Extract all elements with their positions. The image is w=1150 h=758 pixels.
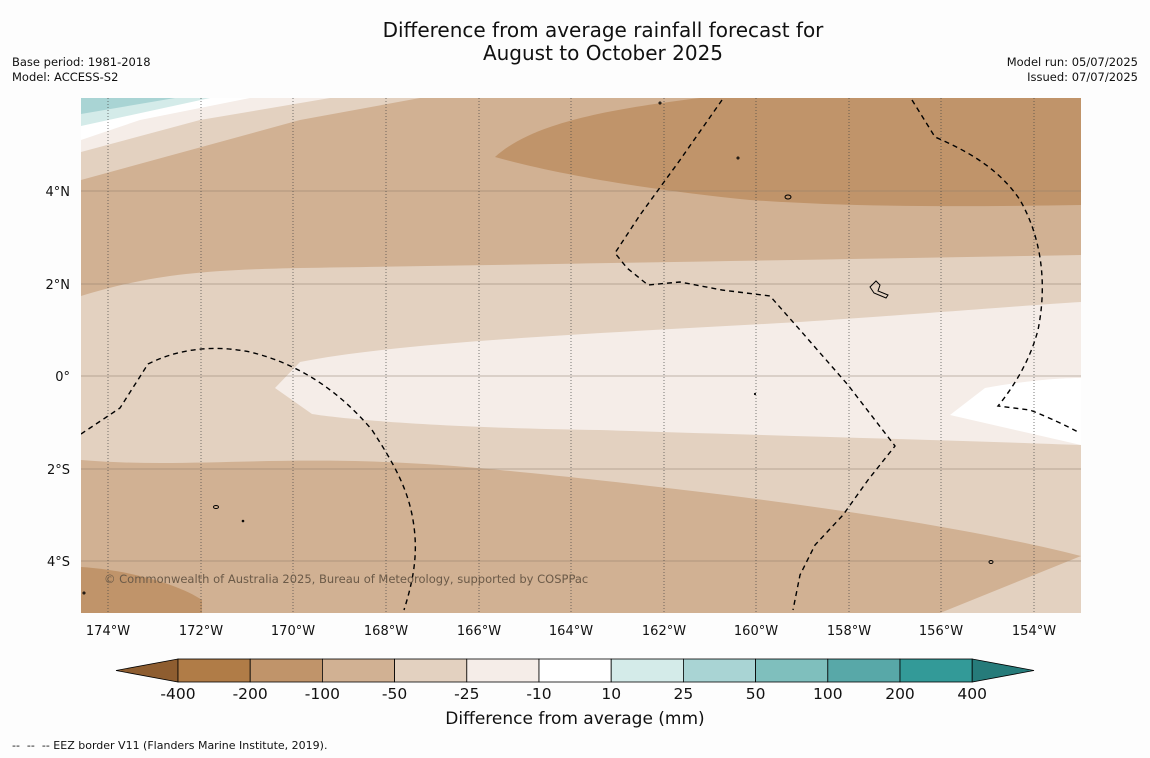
colorbar-segment: [755, 658, 829, 683]
colorbar-tick-label: 10: [601, 685, 621, 703]
colorbar-tick-label: -200: [233, 685, 268, 703]
region-25-50-se: [940, 556, 1081, 613]
colorbar-tick-label: -400: [160, 685, 195, 703]
copyright-text: © Commonwealth of Australia 2025, Bureau…: [104, 572, 589, 586]
colorbar-title: Difference from average (mm): [445, 709, 705, 729]
eez-border-central: [614, 99, 896, 611]
region-10-25-central: [275, 302, 1081, 445]
colorbar-segment: [899, 658, 973, 683]
colorbar-segment: [466, 658, 540, 683]
lon-label: 168°W: [364, 624, 408, 639]
latitude-lines: [81, 190, 1081, 562]
colorbar-segment: [177, 658, 251, 683]
colorbar-segment: [538, 658, 612, 683]
colorbar-segment: [827, 658, 901, 683]
lon-label: 166°W: [457, 624, 501, 639]
island: [658, 101, 662, 105]
map-title-line1: Difference from average rainfall forecas…: [382, 18, 824, 42]
island: [988, 560, 994, 564]
model-text: Model: ACCESS-S2: [12, 70, 119, 84]
lon-label: 162°W: [642, 624, 686, 639]
colorbar-tick-labels: -400 -200 -100 -50 -25 -10 10 25 50 100 200 400: [160, 685, 987, 703]
colorbar-segment: [394, 658, 468, 683]
lon-axis-labels: 174°W 172°W 170°W 168°W 166°W 164°W 162°…: [86, 624, 1056, 639]
island: [241, 519, 245, 523]
lon-label: 164°W: [549, 624, 593, 639]
colorbar-segment: [321, 658, 395, 683]
lon-label: 174°W: [86, 624, 130, 639]
island: [82, 591, 86, 595]
eez-legend-note: -- -- -- EEZ border V11 (Flanders Marine…: [12, 739, 328, 752]
colorbar-segment: [610, 658, 684, 683]
lon-label: 160°W: [734, 624, 778, 639]
map-title: Difference from average rainfall forecas…: [0, 19, 1150, 65]
colorbar: -400 -200 -100 -50 -25 -10 10 25 50 100 200 400: [115, 658, 1035, 703]
colorbar-segment: [683, 658, 757, 683]
eez-border-west: [81, 347, 417, 611]
island: [784, 194, 792, 200]
lon-label: 172°W: [179, 624, 223, 639]
meta-right: Model run: 05/07/2025 Issued: 07/07/2025: [1007, 55, 1138, 85]
island: [869, 280, 889, 299]
colorbar-tick-label: 400: [957, 685, 987, 703]
region-100-200-south: [81, 567, 202, 613]
lon-label: 156°W: [919, 624, 963, 639]
colorbar-segment: [971, 658, 1035, 683]
colorbar-tick-label: 25: [674, 685, 694, 703]
lat-label: 4°S: [47, 555, 70, 570]
colorbar-tick-label: -25: [454, 685, 479, 703]
lat-label: 4°N: [46, 185, 71, 200]
colorbar-tick-label: 100: [813, 685, 843, 703]
model-run-text: Model run: 05/07/2025: [1006, 55, 1138, 69]
eez-borders: [81, 99, 1079, 611]
map-title-line2: August to October 2025: [482, 41, 724, 65]
issued-text: Issued: 07/07/2025: [1027, 70, 1138, 84]
lat-label: 2°S: [47, 463, 70, 478]
lon-label: 154°W: [1012, 624, 1056, 639]
eez-border-east: [911, 99, 1079, 433]
colorbar-tick-label: 200: [885, 685, 915, 703]
region-white-east: [950, 378, 1081, 445]
rainfall-map: [81, 98, 1081, 613]
colorbar-tick-label: -10: [526, 685, 551, 703]
base-period-text: Base period: 1981-2018: [12, 55, 151, 69]
colorbar-segment: [115, 658, 179, 683]
meta-left: Base period: 1981-2018 Model: ACCESS-S2: [12, 55, 151, 85]
lon-label: 158°W: [827, 624, 871, 639]
island: [736, 156, 740, 160]
islands: [82, 101, 994, 595]
region-100-200-north: [495, 98, 1081, 207]
colorbar-tick-label: -100: [305, 685, 340, 703]
island: [213, 505, 219, 509]
longitude-lines: [107, 98, 1035, 613]
colorbar-tick-label: -50: [382, 685, 407, 703]
colorbar-segments: [115, 658, 1035, 683]
lat-label: 2°N: [46, 278, 71, 293]
island: [753, 392, 757, 396]
colorbar-tick-label: 50: [746, 685, 766, 703]
lat-label: 0°: [55, 370, 70, 385]
lon-label: 170°W: [271, 624, 315, 639]
lat-axis-labels: 4°N 2°N 0° 2°S 4°S: [46, 185, 71, 570]
region-25-50-pos: [81, 98, 175, 114]
colorbar-segment: [249, 658, 323, 683]
